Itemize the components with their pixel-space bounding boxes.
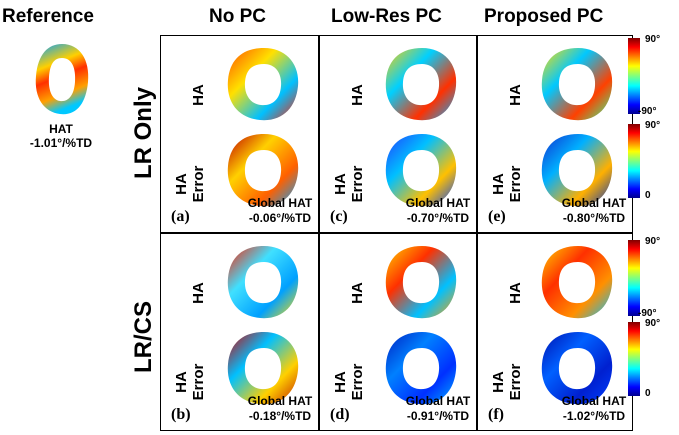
ha-label: HA xyxy=(507,84,524,106)
ha-map xyxy=(227,48,299,121)
global-hat-value: -0.06°/%TD xyxy=(248,211,312,225)
colorbar-error-bottom-min: 0 xyxy=(645,388,651,399)
ha-error-label: HA Error xyxy=(173,165,207,203)
colorbar-ha-top-max: 90° xyxy=(645,34,661,45)
global-hat-value: -1.02°/%TD xyxy=(562,409,626,423)
ha-error-label: HA Error xyxy=(490,363,524,401)
ha-error-label: HA Error xyxy=(173,363,207,401)
ha-error-map xyxy=(541,134,613,207)
reference-hat-label: HAT xyxy=(49,122,73,136)
header-no-pc: No PC xyxy=(209,6,266,27)
global-hat-value: -0.18°/%TD xyxy=(248,409,312,423)
ha-label: HA xyxy=(349,84,366,106)
global-hat-label: Global HAT xyxy=(247,394,313,408)
colorbar-ha-bottom-max: 90° xyxy=(645,236,661,247)
global-hat-label: Global HAT xyxy=(405,196,471,210)
panel-a: HA HA Error Global HAT -0.06°/%TD (a) xyxy=(160,35,319,233)
row-label-lr-only: LR Only xyxy=(130,87,157,180)
panel-letter: (e) xyxy=(488,208,506,225)
panel-b: HA HA Error Global HAT -0.18°/%TD (b) xyxy=(160,233,319,431)
panel-letter: (c) xyxy=(330,208,348,225)
global-hat-label: Global HAT xyxy=(561,196,627,210)
ha-map xyxy=(385,246,457,319)
ha-map xyxy=(541,48,613,121)
colorbar-ha-bottom xyxy=(628,240,640,316)
global-hat-value: -0.91°/%TD xyxy=(406,409,470,423)
global-hat-label: Global HAT xyxy=(247,196,313,210)
global-hat-value: -0.80°/%TD xyxy=(562,211,626,225)
panel-d: HA HA Error Global HAT -0.91°/%TD (d) xyxy=(319,233,477,431)
row-label-lr-cs: LR/CS xyxy=(130,301,157,373)
header-reference: Reference xyxy=(2,6,94,27)
ha-map xyxy=(541,246,613,319)
global-hat-value: -0.70°/%TD xyxy=(406,211,470,225)
ha-error-map xyxy=(227,332,299,405)
colorbar-ha-top xyxy=(628,38,640,114)
colorbar-error-top-min: 0 xyxy=(645,190,651,201)
colorbar-error-bottom-max: 90° xyxy=(645,318,661,329)
reference-ha-map xyxy=(35,44,89,115)
panel-f: HA HA Error Global HAT -1.02°/%TD (f) xyxy=(477,233,633,431)
panel-c: HA HA Error Global HAT -0.70°/%TD (c) xyxy=(319,35,477,233)
ha-map xyxy=(385,48,457,121)
colorbar-ha-top-min: -90° xyxy=(638,106,657,117)
panel-e: HA HA Error Global HAT -0.80°/%TD (e) xyxy=(477,35,633,233)
colorbar-error-bottom xyxy=(628,322,640,396)
colorbar-ha-bottom-min: -90° xyxy=(638,308,657,319)
ha-error-map xyxy=(541,332,613,405)
panel-letter: (a) xyxy=(171,208,190,225)
panel-letter: (b) xyxy=(171,406,191,423)
ha-label: HA xyxy=(349,282,366,304)
reference-hat-value: -1.01°/%TD xyxy=(29,136,93,150)
ha-error-label: HA Error xyxy=(332,165,366,203)
panel-letter: (d) xyxy=(330,406,350,423)
ha-label: HA xyxy=(507,282,524,304)
global-hat-label: Global HAT xyxy=(561,394,627,408)
header-low-res-pc: Low-Res PC xyxy=(331,6,442,27)
ha-error-map xyxy=(227,134,299,207)
ha-error-map xyxy=(385,134,457,207)
ha-label: HA xyxy=(190,84,207,106)
ha-error-label: HA Error xyxy=(332,363,366,401)
ha-map xyxy=(227,246,299,319)
ha-error-map xyxy=(385,332,457,405)
ha-label: HA xyxy=(190,282,207,304)
global-hat-label: Global HAT xyxy=(405,394,471,408)
panel-letter: (f) xyxy=(488,406,504,423)
colorbar-error-top-max: 90° xyxy=(645,120,661,131)
header-proposed-pc: Proposed PC xyxy=(484,6,604,27)
colorbar-error-top xyxy=(628,124,640,198)
ha-error-label: HA Error xyxy=(490,165,524,203)
